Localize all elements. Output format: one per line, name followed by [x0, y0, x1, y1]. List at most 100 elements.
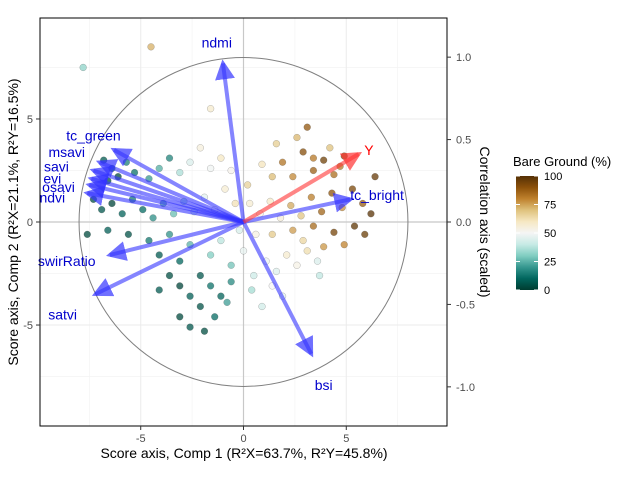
score-point	[289, 226, 297, 234]
score-point	[124, 230, 133, 239]
score-point	[223, 298, 231, 307]
loading-label-osavi: osavi	[42, 179, 75, 195]
score-point	[165, 271, 174, 280]
score-point	[328, 189, 336, 197]
score-point	[330, 228, 338, 236]
loading-arrow-ndvi	[83, 186, 244, 224]
score-point	[320, 156, 328, 164]
score-point	[250, 271, 258, 280]
legend: Bare Ground (%) 0 25 50 75 100	[513, 154, 611, 297]
x-tick-label: 0	[240, 433, 246, 445]
y2-tick-label: -1.0	[456, 382, 475, 394]
loading-arrow-satvi	[91, 220, 245, 297]
loading-arrow-ndmi	[215, 59, 246, 223]
loading-arrows	[83, 59, 363, 358]
y-tick-label: 5	[27, 114, 33, 126]
score-point	[307, 193, 315, 201]
score-point	[104, 226, 112, 234]
score-point	[186, 158, 194, 166]
score-point	[313, 257, 322, 265]
score-point	[176, 257, 184, 265]
loading-label-bsi: bsi	[315, 377, 333, 393]
loading-label-ndvi: ndvi	[39, 189, 65, 205]
score-point	[317, 208, 326, 216]
score-point	[272, 140, 281, 148]
score-point	[320, 243, 328, 251]
score-point	[155, 286, 163, 294]
correlation-circle	[78, 57, 409, 387]
loading-label-swirratio: swirRatio	[38, 253, 96, 269]
loading-arrow-bsi	[241, 221, 314, 358]
loading-label-savi: savi	[44, 158, 69, 174]
score-point	[118, 210, 126, 218]
y-tick-label: 0	[27, 217, 33, 229]
score-point	[227, 278, 235, 286]
legend-tick-label: 0	[544, 285, 550, 297]
score-point	[147, 43, 155, 51]
loading-label-satvi: satvi	[48, 307, 77, 323]
y-axis-ticks: -5 0 5	[23, 114, 40, 332]
score-point	[149, 214, 157, 222]
score-point	[348, 185, 357, 193]
score-point	[227, 166, 235, 175]
score-point	[268, 230, 276, 239]
y-axis-label: Score axis, Comp 2 (R²X=21.1%, R²Y=16.5%…	[5, 78, 21, 365]
score-point	[268, 173, 276, 181]
loading-label-ndmi: ndmi	[202, 35, 232, 51]
secondary-y-axis-ticks: -1.0 -0.5 0.0 0.5 1.0	[447, 52, 475, 394]
score-points	[79, 43, 379, 335]
legend-ticks: 0 25 50 75 100	[516, 171, 562, 297]
score-point	[326, 144, 334, 152]
score-point	[155, 164, 163, 173]
score-point	[243, 181, 252, 189]
score-point	[217, 236, 225, 245]
x-tick-label: 5	[343, 433, 349, 445]
score-point	[258, 160, 266, 168]
x-tick-label: -5	[136, 433, 146, 445]
legend-tick-label: 75	[544, 200, 556, 212]
loading-arrow-y	[242, 151, 363, 224]
score-point	[315, 271, 324, 280]
loading-label-tc-green: tc_green	[66, 127, 120, 143]
score-point	[340, 241, 348, 249]
score-point	[299, 236, 307, 245]
score-point	[196, 271, 204, 280]
score-point	[227, 261, 235, 269]
score-point	[196, 144, 204, 152]
score-point	[367, 210, 375, 218]
loading-label-y: Y	[364, 142, 374, 158]
score-point	[359, 199, 367, 208]
score-point	[278, 158, 287, 166]
score-point	[217, 154, 225, 162]
score-point	[340, 152, 348, 160]
legend-tick-label: 100	[544, 171, 562, 183]
score-point	[211, 313, 219, 321]
score-point	[361, 230, 369, 239]
score-point	[287, 201, 295, 210]
score-point	[206, 251, 215, 259]
score-point	[206, 105, 215, 113]
score-point	[371, 173, 379, 181]
score-point	[200, 327, 209, 335]
loading-arrow-tc-green	[110, 147, 245, 224]
score-point	[248, 286, 256, 294]
score-point	[330, 170, 338, 179]
score-point	[338, 203, 346, 212]
score-point	[231, 199, 239, 208]
score-point	[196, 302, 204, 311]
legend-tick-label: 25	[544, 257, 556, 269]
score-point	[165, 154, 174, 162]
score-point	[309, 154, 318, 162]
score-point	[297, 212, 305, 220]
score-point	[252, 230, 260, 239]
score-point	[246, 199, 254, 208]
score-point	[186, 292, 194, 300]
y2-tick-label: 0.5	[456, 135, 471, 147]
score-point	[283, 251, 291, 259]
legend-title: Bare Ground (%)	[513, 154, 611, 169]
score-point	[221, 185, 229, 193]
score-point	[98, 205, 106, 214]
loading-label-tc-bright: tc_bright	[350, 187, 404, 203]
score-point	[289, 173, 297, 181]
